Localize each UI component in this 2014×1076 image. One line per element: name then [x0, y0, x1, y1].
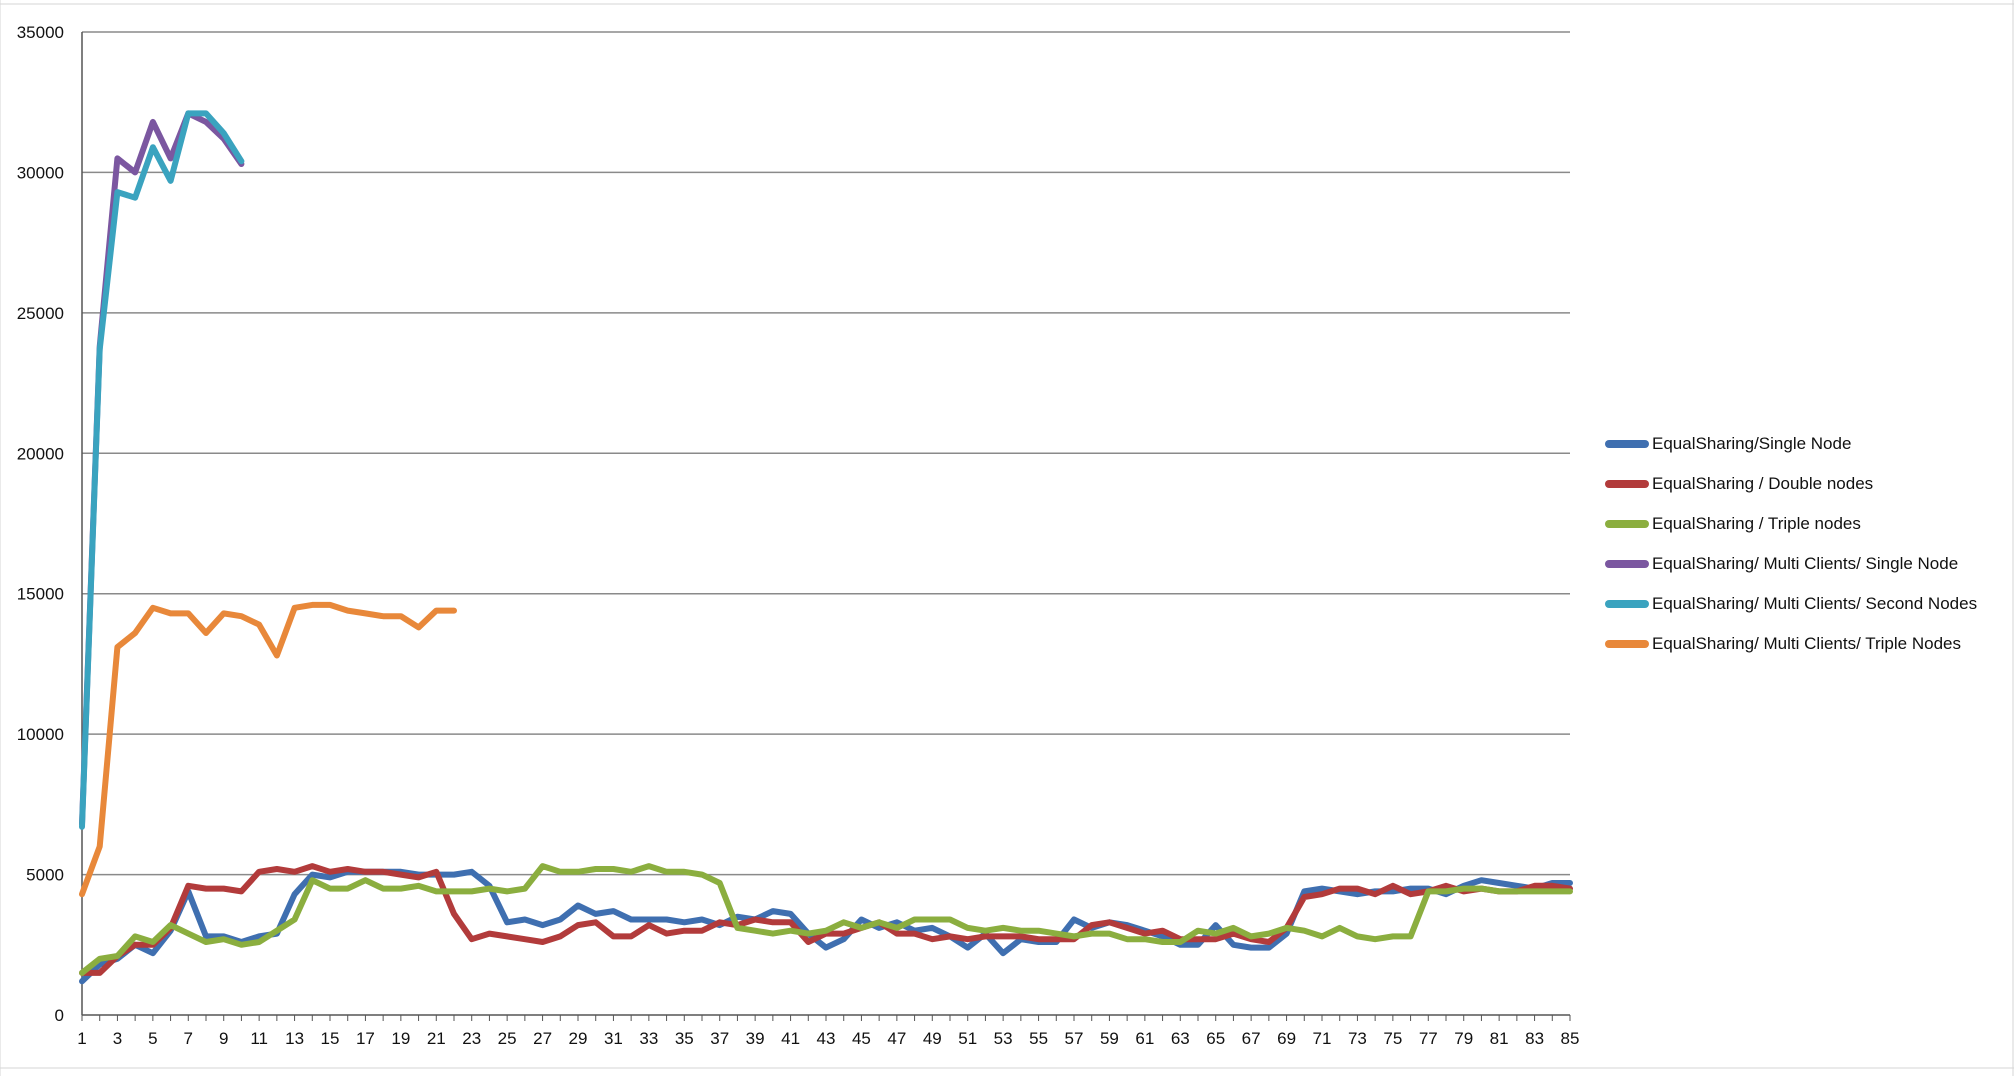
legend-label: EqualSharing / Triple nodes — [1652, 514, 1861, 533]
x-tick-label: 79 — [1454, 1029, 1473, 1048]
x-tick-label: 59 — [1100, 1029, 1119, 1048]
x-tick-label: 67 — [1242, 1029, 1261, 1048]
legend-swatch — [1605, 480, 1649, 488]
y-tick-label: 30000 — [17, 163, 64, 182]
x-tick-label: 71 — [1313, 1029, 1332, 1048]
legend-label: EqualSharing / Double nodes — [1652, 474, 1874, 493]
horizontal-gridlines — [82, 31, 1570, 876]
x-tick-label: 73 — [1348, 1029, 1367, 1048]
legend-item-4: EqualSharing/ Multi Clients/ Single Node — [1605, 544, 2005, 584]
x-tick-label: 83 — [1525, 1029, 1544, 1048]
legend-label: EqualSharing/ Multi Clients/ Second Node… — [1652, 594, 1978, 613]
x-tick-label: 23 — [462, 1029, 481, 1048]
x-tick-label: 49 — [923, 1029, 942, 1048]
x-tick-label: 45 — [852, 1029, 871, 1048]
x-axis-tick-labels: 1 3 5 7 9 11 13 15 17 19 21 23 25 27 29 31 33 35 37 39 41 43 4… — [77, 1029, 1579, 1048]
x-tick-label: 41 — [781, 1029, 800, 1048]
legend-label: EqualSharing/Single Node — [1652, 434, 1852, 453]
x-tick-label: 81 — [1490, 1029, 1509, 1048]
x-tick-label: 57 — [1065, 1029, 1084, 1048]
x-tick-label: 19 — [391, 1029, 410, 1048]
x-tick-label: 43 — [817, 1029, 836, 1048]
series-line-3 — [79, 863, 1573, 976]
x-tick-label: 1 — [77, 1029, 86, 1048]
x-tick-label: 25 — [498, 1029, 517, 1048]
series-line-1 — [79, 868, 1573, 985]
x-tick-label: 61 — [1135, 1029, 1154, 1048]
x-tick-label: 55 — [1029, 1029, 1048, 1048]
legend-label: EqualSharing/ Multi Clients/ Single Node — [1652, 554, 1959, 573]
y-tick-label: 20000 — [17, 444, 64, 463]
x-tick-label: 9 — [219, 1029, 228, 1048]
x-tick-label: 63 — [1171, 1029, 1190, 1048]
legend-item-2: EqualSharing / Double nodes — [1605, 464, 2005, 504]
x-tick-label: 75 — [1383, 1029, 1402, 1048]
x-tick-label: 53 — [994, 1029, 1013, 1048]
y-axis-tick-labels: 0 5000 10000 15000 20000 25000 30000 35000 — [17, 23, 64, 1025]
x-tick-label: 33 — [639, 1029, 658, 1048]
x-tick-label: 27 — [533, 1029, 552, 1048]
x-tick-label: 3 — [113, 1029, 122, 1048]
x-tick-label: 69 — [1277, 1029, 1296, 1048]
legend-item-3: EqualSharing / Triple nodes — [1605, 504, 2005, 544]
x-tick-label: 65 — [1206, 1029, 1225, 1048]
x-tick-label: 15 — [321, 1029, 340, 1048]
legend-swatch — [1605, 560, 1649, 568]
x-tick-label: 17 — [356, 1029, 375, 1048]
legend-swatch — [1605, 520, 1649, 528]
series-line-4 — [79, 110, 245, 827]
x-tick-label: 11 — [250, 1029, 268, 1048]
legend-swatch — [1605, 640, 1649, 648]
x-tick-label: 29 — [569, 1029, 588, 1048]
x-tick-label: 51 — [958, 1029, 977, 1048]
legend-item-5: EqualSharing/ Multi Clients/ Second Node… — [1605, 584, 2005, 624]
y-tick-label: 5000 — [26, 866, 64, 885]
series-line-6 — [79, 601, 457, 898]
series-lines — [79, 110, 1573, 985]
chart-legend: EqualSharing/Single Node EqualSharing / D… — [1605, 424, 2005, 664]
x-tick-label: 39 — [746, 1029, 765, 1048]
axes — [81, 32, 1571, 1021]
legend-label: EqualSharing/ Multi Clients/ Triple Node… — [1652, 634, 1961, 653]
x-tick-label: 5 — [148, 1029, 157, 1048]
y-tick-label: 15000 — [17, 585, 64, 604]
y-tick-label: 0 — [55, 1006, 64, 1025]
x-tick-label: 47 — [887, 1029, 906, 1048]
x-tick-label: 21 — [427, 1029, 446, 1048]
y-tick-label: 10000 — [17, 725, 64, 744]
series-line-5 — [79, 110, 245, 830]
legend-item-6: EqualSharing/ Multi Clients/ Triple Node… — [1605, 624, 2005, 664]
y-tick-label: 25000 — [17, 304, 64, 323]
x-tick-label: 13 — [285, 1029, 304, 1048]
y-tick-label: 35000 — [17, 23, 64, 42]
x-tick-label: 85 — [1561, 1029, 1580, 1048]
x-tick-label: 77 — [1419, 1029, 1438, 1048]
legend-swatch — [1605, 440, 1649, 448]
x-tick-label: 7 — [184, 1029, 193, 1048]
x-tick-label: 31 — [604, 1029, 623, 1048]
x-tick-label: 37 — [710, 1029, 729, 1048]
x-tick-label: 35 — [675, 1029, 694, 1048]
legend-swatch — [1605, 600, 1649, 608]
legend-item-1: EqualSharing/Single Node — [1605, 424, 2005, 464]
